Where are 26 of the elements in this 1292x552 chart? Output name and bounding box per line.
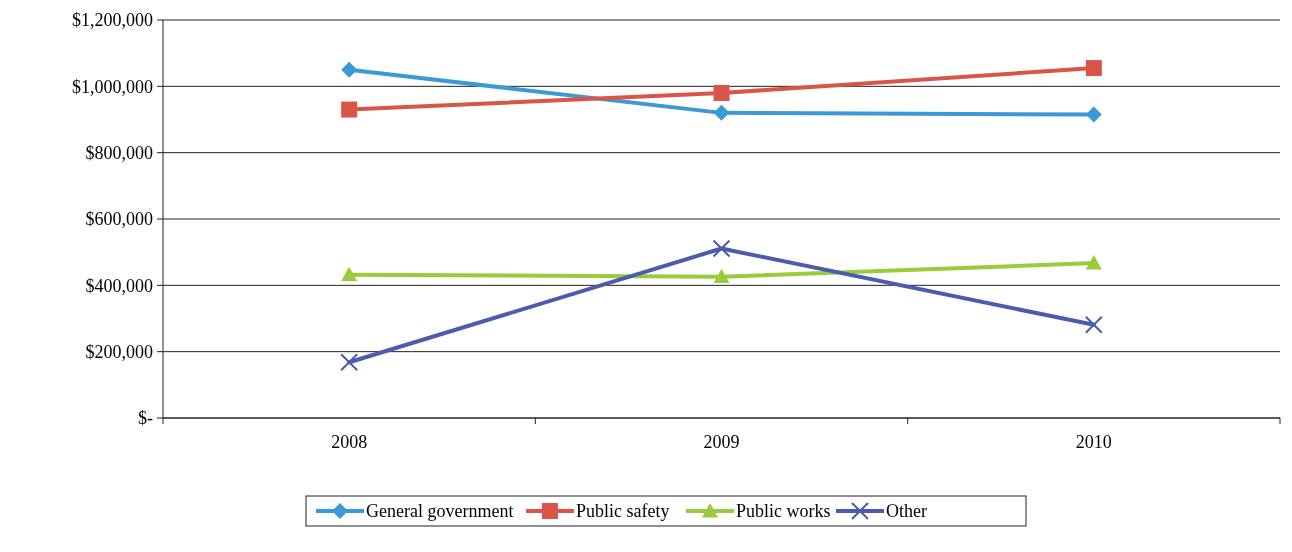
x-tick-label: 2008 (331, 432, 368, 452)
legend-label: Other (886, 501, 927, 522)
x-tick-label: 2010 (1075, 432, 1112, 452)
legend-label: General government (366, 501, 514, 522)
point (341, 266, 358, 282)
point (341, 61, 358, 78)
y-tick-label: $800,000 (85, 142, 153, 163)
point (340, 353, 359, 372)
point (713, 104, 730, 121)
y-tick-label: $600,000 (85, 209, 153, 230)
point (1084, 315, 1103, 334)
y-tick-label: $400,000 (85, 275, 153, 296)
point (1085, 255, 1102, 270)
legend-label: Public safety (576, 501, 670, 522)
point (713, 84, 730, 101)
legend-label: Public works (736, 501, 831, 522)
x-tick-label: 2009 (703, 432, 740, 452)
point (1085, 106, 1102, 123)
point (713, 268, 730, 284)
y-tick-label: $- (138, 408, 153, 429)
y-tick-label: $1,000,000 (72, 76, 153, 97)
point (712, 239, 731, 258)
point (341, 101, 358, 118)
point (1085, 60, 1102, 77)
y-tick-label: $1,200,000 (72, 10, 153, 31)
y-tick-label: $200,000 (85, 341, 153, 362)
